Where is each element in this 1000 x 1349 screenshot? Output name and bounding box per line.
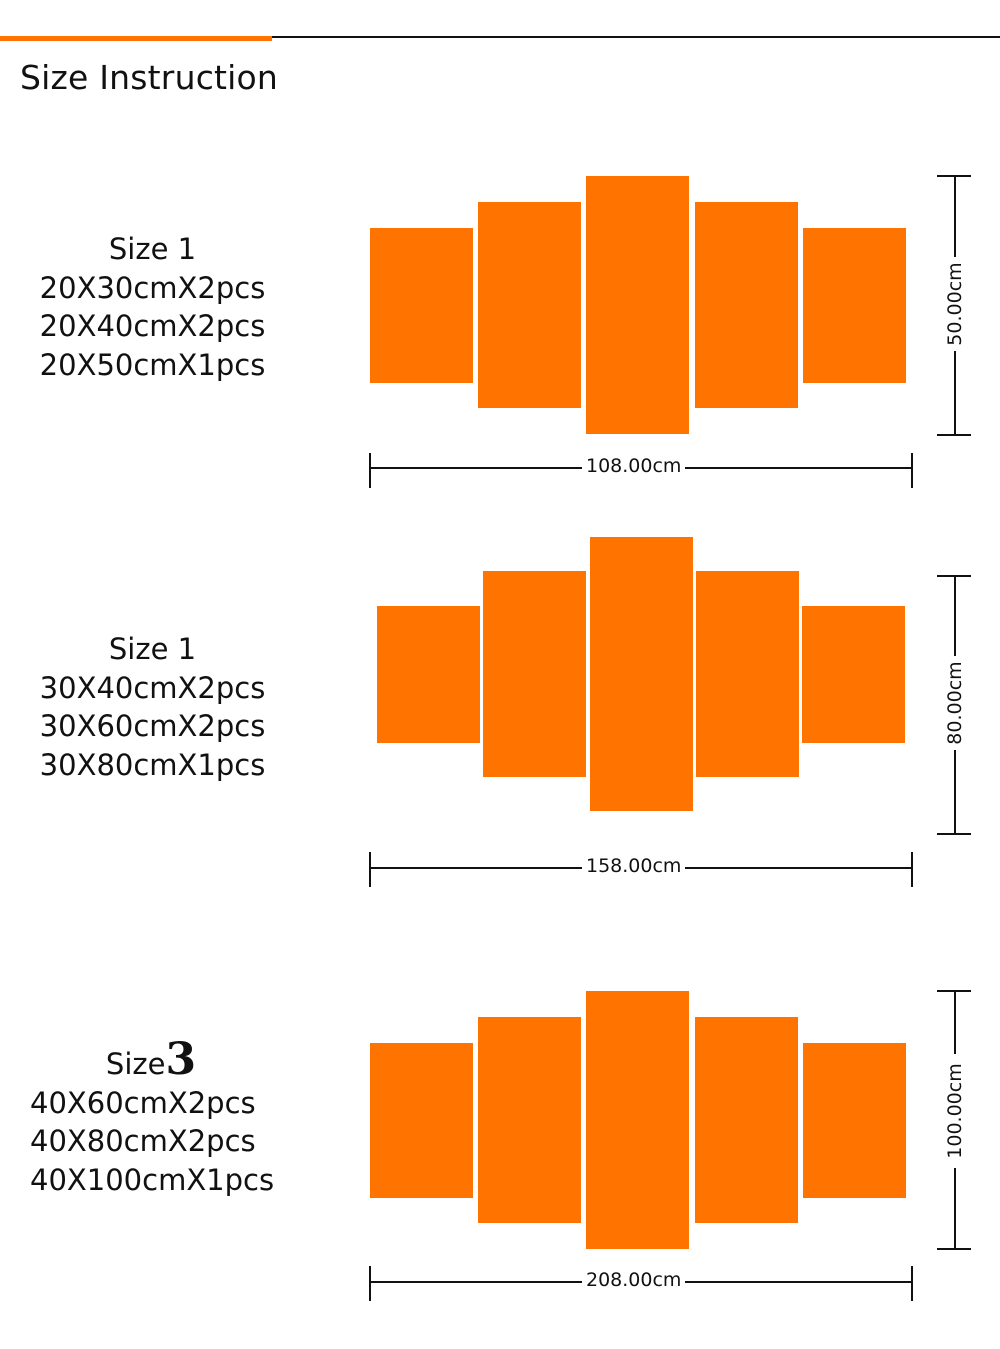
- page-title: Size Instruction: [20, 58, 279, 97]
- size-label-number: 3: [165, 1034, 197, 1085]
- height-label: 50.00cm: [944, 257, 966, 351]
- canvas-panel: [695, 202, 798, 408]
- canvas-panel: [370, 228, 473, 383]
- width-label: 208.00cm: [582, 1269, 686, 1291]
- canvas-panel: [586, 176, 689, 434]
- canvas-panel: [696, 571, 799, 777]
- size-line: 40X60cmX2pcs: [30, 1085, 256, 1120]
- size-line: 20X40cmX2pcs: [39, 309, 266, 343]
- size-line: 30X60cmX2pcs: [39, 709, 266, 743]
- canvas-panel: [803, 1043, 906, 1198]
- canvas-panel: [802, 606, 905, 743]
- size-line: 40X100cmX1pcs: [30, 1162, 275, 1197]
- width-label: 158.00cm: [582, 855, 686, 877]
- canvas-panel: [590, 537, 693, 811]
- size-spec-1: Size 1 20X30cmX2pcs 20X40cmX2pcs 20X50cm…: [30, 230, 275, 384]
- canvas-panel: [370, 1043, 473, 1198]
- size-label: Size 1: [30, 630, 275, 669]
- size-label-number: 1: [177, 632, 197, 666]
- height-label: 80.00cm: [944, 656, 966, 750]
- canvas-panel: [478, 1017, 581, 1223]
- size-label-prefix: Size: [105, 1047, 166, 1081]
- canvas-panel: [483, 571, 586, 777]
- size-label-prefix: Size: [108, 632, 178, 666]
- size-line: 40X80cmX2pcs: [30, 1124, 256, 1158]
- height-label: 100.00cm: [944, 1054, 966, 1168]
- size-line: 20X50cmX1pcs: [39, 347, 266, 382]
- size-line: 20X30cmX2pcs: [39, 270, 266, 305]
- top-divider-line: [272, 36, 1000, 38]
- canvas-panel: [803, 228, 906, 383]
- top-accent-bar: [0, 36, 272, 41]
- size-label: Size3: [10, 1038, 292, 1084]
- canvas-panel: [377, 606, 480, 743]
- size-line: 30X40cmX2pcs: [39, 670, 266, 705]
- canvas-panel: [695, 1017, 798, 1223]
- size-spec-2: Size 1 30X40cmX2pcs 30X60cmX2pcs 30X80cm…: [30, 630, 275, 784]
- size-label-number: 1: [177, 232, 197, 266]
- canvas-panel: [586, 991, 689, 1249]
- size-label-prefix: Size: [108, 232, 178, 266]
- size-spec-3: Size3 40X60cmX2pcs 40X80cmX2pcs 40X100cm…: [30, 1038, 292, 1199]
- width-label: 108.00cm: [582, 455, 686, 477]
- size-line: 30X80cmX1pcs: [39, 747, 266, 782]
- canvas-panel: [478, 202, 581, 408]
- size-label: Size 1: [30, 230, 275, 269]
